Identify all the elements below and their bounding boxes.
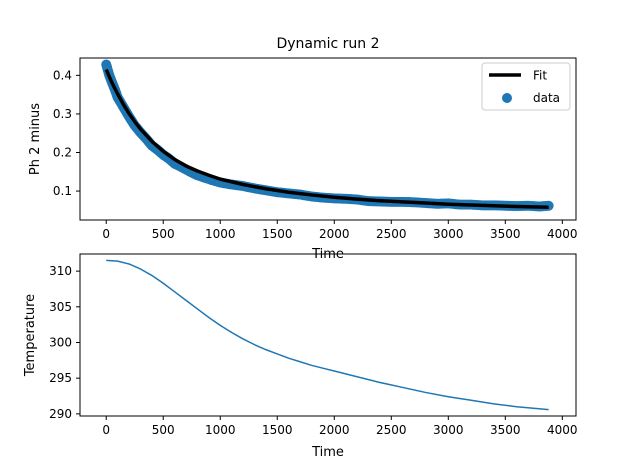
legend-data-label: data xyxy=(533,91,560,105)
top-chart-frame xyxy=(79,57,577,221)
top-chart-plot-area xyxy=(101,59,554,212)
top-chart-x-tick-label: 0 xyxy=(102,227,110,241)
top-chart-x-tick-label: 1000 xyxy=(205,227,236,241)
temperature-line xyxy=(106,259,549,411)
legend-fit-label: Fit xyxy=(533,69,547,83)
top-chart-x-tick-label: 1500 xyxy=(262,227,293,241)
bottom-chart-x-tick-label: 1000 xyxy=(205,423,236,437)
bottom-chart-y-tick-label: 310 xyxy=(49,264,72,278)
top-chart-x-tick-label: 2000 xyxy=(319,227,350,241)
top-chart-title: Dynamic run 2 xyxy=(276,36,379,52)
top-chart-legend: Fit data xyxy=(481,62,571,111)
top-chart-y-tick-label: 0.2 xyxy=(53,146,72,160)
bottom-chart-x-tick-label: 2000 xyxy=(319,423,350,437)
top-chart-x-tick-label: 4000 xyxy=(547,227,578,241)
bottom-chart-y-tick-label: 290 xyxy=(49,407,72,421)
bottom-chart-frame xyxy=(79,253,577,417)
top-chart-y-tick-label: 0.3 xyxy=(53,107,72,121)
bottom-chart-x-tick-label: 0 xyxy=(102,423,110,437)
top-chart-x-tick-label: 2500 xyxy=(376,227,407,241)
bottom-chart-x-axis-label: Time xyxy=(311,445,344,460)
bottom-chart-x-tick-label: 4000 xyxy=(547,423,578,437)
bottom-chart-y-axis-label: Temperature xyxy=(23,294,38,377)
bottom-chart-y-tick-label: 295 xyxy=(49,371,72,385)
bottom-chart-y-tick-label: 300 xyxy=(49,335,72,349)
bottom-chart: 0 500 1000 1500 2000 2500 3000 3500 4000 290 295 30… xyxy=(23,253,578,460)
top-chart-axes: 0 500 1000 1500 2000 2500 3000 3500 4000 0.1 0.2 0.… xyxy=(53,68,578,241)
top-chart: Dynamic run 2 0 500 1000 1500 2000 2500 3000 35… xyxy=(28,36,578,262)
top-chart-x-tick-label: 3000 xyxy=(433,227,464,241)
bottom-chart-plot-area xyxy=(106,259,549,411)
bottom-chart-x-tick-label: 1500 xyxy=(262,423,293,437)
legend-data-swatch xyxy=(502,93,512,103)
bottom-chart-x-tick-label: 2500 xyxy=(376,423,407,437)
top-chart-y-axis-label: Ph 2 minus xyxy=(28,103,43,175)
bottom-chart-x-tick-label: 3500 xyxy=(490,423,521,437)
fit-line xyxy=(104,68,549,210)
bottom-chart-axes: 0 500 1000 1500 2000 2500 3000 3500 4000 290 295 30… xyxy=(49,264,577,437)
bottom-chart-x-tick-label: 500 xyxy=(152,423,175,437)
top-chart-y-tick-label: 0.4 xyxy=(53,68,72,82)
top-chart-y-tick-label: 0.1 xyxy=(53,184,72,198)
bottom-chart-x-tick-label: 3000 xyxy=(433,423,464,437)
bottom-chart-y-tick-label: 305 xyxy=(49,300,72,314)
top-chart-x-tick-label: 500 xyxy=(152,227,175,241)
top-chart-x-tick-label: 3500 xyxy=(490,227,521,241)
